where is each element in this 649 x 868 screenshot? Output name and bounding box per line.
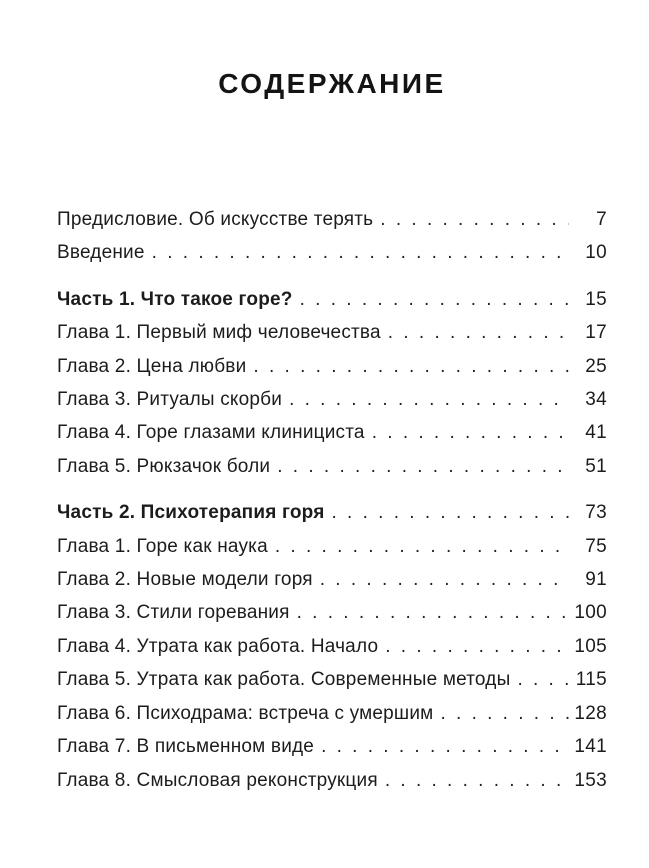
toc-entry-label: Глава 2. Новые модели горя	[57, 569, 313, 591]
toc-entry: Глава 1. Первый миф человечества . . . . …	[57, 316, 607, 349]
toc-entry-page: 128	[574, 702, 607, 724]
toc-entry-label: Глава 4. Утрата как работа. Начало	[57, 635, 379, 657]
toc-entry-label: Часть 2. Психотерапия горя	[57, 502, 325, 524]
toc-entry-page: 73	[585, 502, 607, 524]
dot-leader: . . . . . . . . . . . . . . . . . . . . …	[331, 502, 569, 524]
dot-leader: . . . . . . . . . . . . . . . . . . . . …	[371, 422, 569, 444]
toc-entry-part: Часть 2. Психотерапия горя . . . . . . . …	[57, 496, 607, 529]
toc-entry-page: 15	[585, 288, 607, 310]
toc-entry-page: 100	[574, 602, 607, 624]
toc-entry: Глава 3. Стили горевания . . . . . . . . …	[57, 596, 607, 629]
toc-entry-page: 75	[585, 535, 607, 557]
toc-entry-label: Предисловие. Об искусстве терять	[57, 209, 374, 230]
toc-entry-label: Глава 1. Горе как наука	[57, 535, 268, 557]
toc-group: Часть 1. Что такое горе? . . . . . . . . …	[57, 283, 607, 483]
dot-leader: . . . . . . . . . . . . . . . . . . . . …	[296, 602, 569, 624]
toc-entry-page: 141	[574, 736, 607, 758]
dot-leader: . . . . . . . . . . . . . . . . . . . . …	[385, 635, 569, 657]
toc-entry-page: 7	[596, 209, 607, 230]
page-title: СОДЕРЖАНИЕ	[218, 68, 446, 99]
toc-entry: Глава 3. Ритуалы скорби . . . . . . . . .…	[57, 383, 607, 416]
toc-entry-label: Глава 7. В письменном виде	[57, 736, 315, 758]
toc-entry-label: Глава 3. Ритуалы скорби	[57, 389, 283, 411]
toc-entry-label: Часть 1. Что такое горе?	[57, 288, 293, 310]
toc-entry: Глава 6. Психодрама: встреча с умершим . …	[57, 697, 607, 730]
dot-leader: . . . . . . . . . . . . . . . . . . . . …	[289, 389, 569, 411]
toc-entry-page: 105	[574, 635, 607, 657]
toc-entry: Предисловие. Об искусстве терять . . . . …	[57, 203, 607, 236]
toc-group: Часть 2. Психотерапия горя . . . . . . . …	[57, 496, 607, 797]
dot-leader: . . . . . . . . . . . . . . . . . . . . …	[299, 288, 569, 310]
toc-entry: Глава 5. Рюкзачок боли . . . . . . . . . …	[57, 450, 607, 483]
toc-entry-page: 25	[585, 355, 607, 377]
toc-entry-page: 115	[575, 669, 607, 691]
toc-entry-page: 91	[585, 569, 607, 591]
dot-leader: . . . . . . . . . . . . . . . . . . . . …	[274, 535, 569, 557]
toc-entry-page: 34	[585, 389, 607, 411]
dot-leader: . . . . . . . . . . . . . . . . . . . . …	[387, 322, 569, 344]
toc-entry: Глава 4. Утрата как работа. Начало . . . …	[57, 630, 607, 663]
dot-leader: . . . . . . . . . . . . . . . . . . . . …	[380, 209, 569, 230]
toc-entry-label: Глава 3. Стили горевания	[57, 602, 290, 624]
toc-entry-page: 10	[585, 242, 607, 264]
toc-entry: Глава 8. Смысловая реконструкция . . . . …	[57, 764, 607, 797]
toc-entry-page: 41	[585, 422, 607, 444]
toc-entry: Глава 2. Цена любви . . . . . . . . . . .…	[57, 350, 607, 383]
toc-entry-page: 51	[585, 455, 607, 477]
dot-leader: . . . . . . . . . . . . . . . . . . . . …	[384, 769, 569, 791]
toc-entry: Глава 7. В письменном виде . . . . . . . …	[57, 730, 607, 763]
toc-list: Предисловие. Об искусстве терять . . . . …	[57, 203, 607, 797]
toc-entry-label: Введение	[57, 242, 145, 264]
dot-leader: . . . . . . . . . . . . . . . . . . . . …	[277, 455, 569, 477]
toc-entry: Глава 1. Горе как наука . . . . . . . . .…	[57, 530, 607, 563]
toc-entry: Глава 5. Утрата как работа. Современные …	[57, 663, 607, 696]
toc-entry: Глава 4. Горе глазами клинициста . . . . …	[57, 416, 607, 449]
dot-leader: . . . . . . . . . . . . . . . . . . . . …	[319, 569, 569, 591]
toc-entry-label: Глава 8. Смысловая реконструкция	[57, 769, 378, 791]
toc-entry-label: Глава 1. Первый миф человечества	[57, 322, 381, 344]
dot-leader: . . . . . . . . . . . . . . . . . . . . …	[440, 702, 569, 724]
dot-leader: . . . . . . . . . . . . . . . . . . . . …	[517, 669, 569, 691]
dot-leader: . . . . . . . . . . . . . . . . . . . . …	[321, 736, 569, 758]
toc-entry-label: Глава 5. Утрата как работа. Современные …	[57, 669, 511, 691]
toc-entry-label: Глава 5. Рюкзачок боли	[57, 455, 271, 477]
toc-group: Предисловие. Об искусстве терять . . . . …	[57, 203, 607, 270]
toc-entry-part: Часть 1. Что такое горе? . . . . . . . . …	[57, 283, 607, 316]
toc-entry: Введение . . . . . . . . . . . . . . . . …	[57, 236, 607, 269]
toc-entry: Глава 2. Новые модели горя . . . . . . . …	[57, 563, 607, 596]
toc-entry-label: Глава 4. Горе глазами клинициста	[57, 422, 365, 444]
dot-leader: . . . . . . . . . . . . . . . . . . . . …	[151, 242, 569, 264]
dot-leader: . . . . . . . . . . . . . . . . . . . . …	[253, 355, 569, 377]
toc-entry-label: Глава 2. Цена любви	[57, 355, 247, 377]
toc-entry-page: 153	[574, 769, 607, 791]
toc-entry-page: 17	[585, 322, 607, 344]
toc-entry-label: Глава 6. Психодрама: встреча с умершим	[57, 702, 434, 724]
